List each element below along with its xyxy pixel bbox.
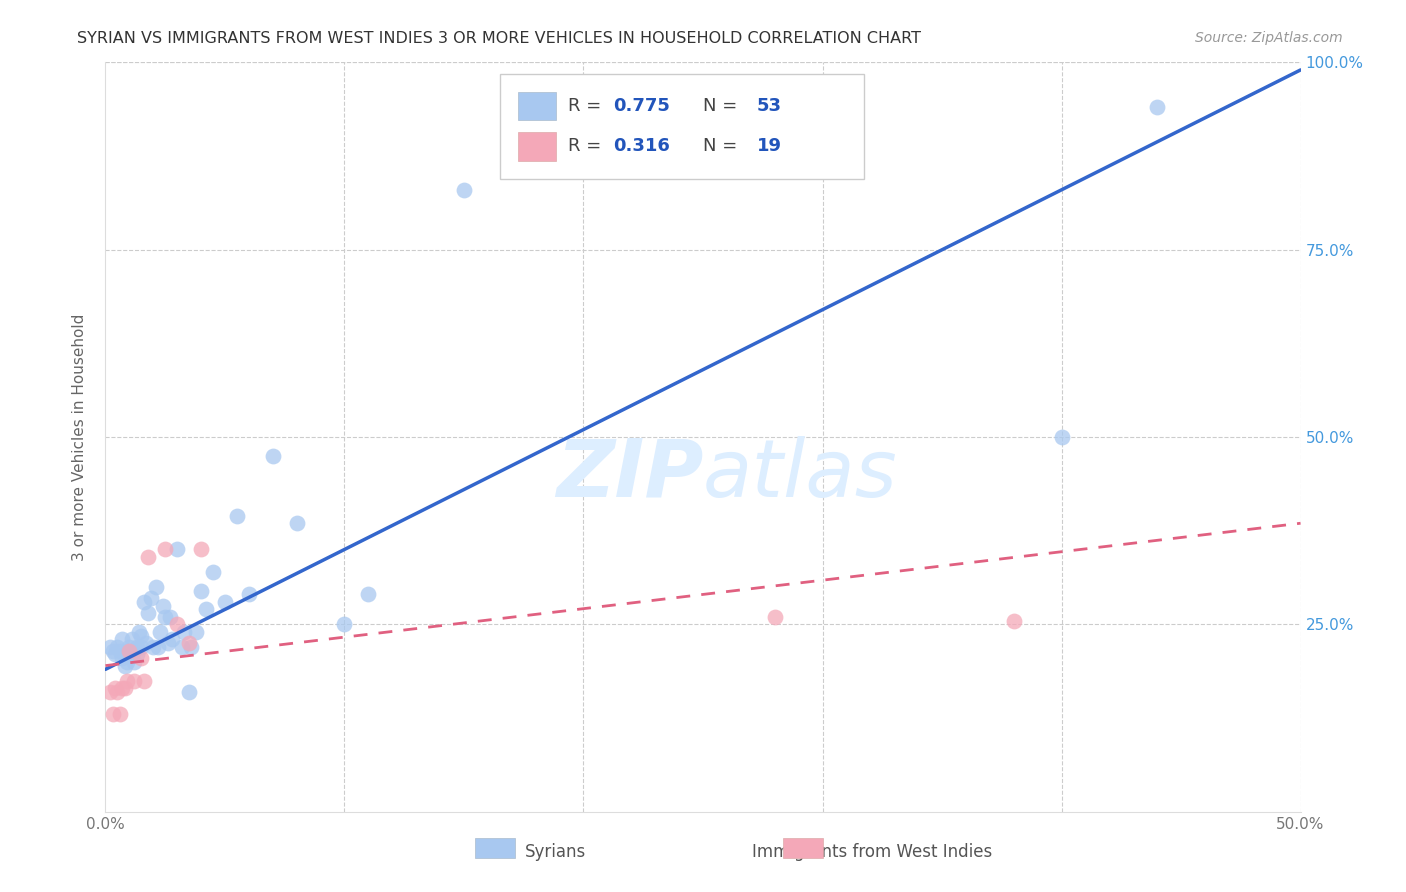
- Text: R =: R =: [568, 97, 607, 115]
- Point: [118, 640, 141, 654]
- Point: [125, 648, 148, 662]
- Point: [225, 508, 249, 523]
- Point: [333, 617, 356, 632]
- Point: [166, 542, 188, 557]
- Point: [108, 643, 131, 657]
- Text: 0.775: 0.775: [613, 97, 671, 115]
- Point: [194, 602, 217, 616]
- Point: [177, 636, 201, 650]
- Point: [107, 685, 129, 699]
- Point: [129, 651, 153, 665]
- Point: [170, 640, 193, 654]
- Point: [115, 655, 138, 669]
- Point: [132, 673, 155, 688]
- Point: [763, 610, 786, 624]
- Text: Syrians: Syrians: [524, 843, 586, 861]
- FancyBboxPatch shape: [475, 838, 515, 858]
- Point: [107, 640, 129, 654]
- Point: [98, 640, 121, 654]
- Point: [186, 624, 208, 639]
- Point: [173, 624, 195, 639]
- Point: [122, 673, 145, 688]
- Text: Immigrants from West Indies: Immigrants from West Indies: [752, 843, 991, 861]
- Point: [139, 591, 162, 606]
- Text: atlas: atlas: [703, 435, 898, 514]
- Point: [138, 549, 160, 564]
- Text: N =: N =: [703, 97, 737, 115]
- Point: [132, 595, 155, 609]
- Point: [142, 640, 165, 654]
- Point: [114, 648, 136, 662]
- Point: [214, 595, 236, 609]
- Point: [149, 624, 172, 639]
- Point: [111, 681, 134, 695]
- FancyBboxPatch shape: [783, 838, 823, 858]
- Point: [129, 640, 153, 654]
- Point: [115, 643, 138, 657]
- Point: [101, 643, 124, 657]
- Text: N =: N =: [703, 137, 737, 155]
- Point: [138, 606, 160, 620]
- Text: ZIP: ZIP: [555, 435, 703, 514]
- Point: [114, 681, 136, 695]
- Point: [129, 629, 153, 643]
- Point: [128, 624, 150, 639]
- Point: [190, 542, 212, 557]
- Point: [1002, 614, 1025, 628]
- Point: [153, 542, 177, 557]
- Point: [121, 632, 143, 647]
- Point: [166, 617, 188, 632]
- Text: SYRIAN VS IMMIGRANTS FROM WEST INDIES 3 OR MORE VEHICLES IN HOUSEHOLD CORRELATIO: SYRIAN VS IMMIGRANTS FROM WEST INDIES 3 …: [77, 31, 921, 46]
- FancyBboxPatch shape: [517, 92, 555, 120]
- Point: [1146, 100, 1168, 114]
- Point: [111, 651, 134, 665]
- Point: [156, 636, 179, 650]
- Point: [177, 685, 201, 699]
- Point: [101, 707, 124, 722]
- Text: 53: 53: [756, 97, 782, 115]
- Point: [104, 681, 127, 695]
- Point: [285, 516, 308, 531]
- Point: [122, 643, 145, 657]
- Point: [135, 636, 157, 650]
- Point: [202, 565, 225, 579]
- Point: [146, 640, 169, 654]
- Point: [118, 643, 141, 657]
- Point: [111, 632, 134, 647]
- Point: [108, 707, 131, 722]
- Point: [238, 587, 260, 601]
- Text: 19: 19: [756, 137, 782, 155]
- Point: [190, 583, 212, 598]
- Point: [122, 655, 145, 669]
- Point: [180, 640, 202, 654]
- Point: [98, 685, 121, 699]
- Point: [262, 449, 284, 463]
- Point: [453, 183, 475, 197]
- FancyBboxPatch shape: [517, 132, 555, 161]
- Point: [1050, 430, 1073, 444]
- Point: [153, 610, 177, 624]
- Point: [118, 643, 141, 657]
- Text: Source: ZipAtlas.com: Source: ZipAtlas.com: [1195, 31, 1343, 45]
- Point: [357, 587, 380, 601]
- Point: [104, 648, 127, 662]
- Point: [152, 599, 174, 613]
- Point: [145, 580, 167, 594]
- FancyBboxPatch shape: [501, 74, 865, 178]
- Text: 0.316: 0.316: [613, 137, 671, 155]
- Text: R =: R =: [568, 137, 607, 155]
- Point: [114, 658, 136, 673]
- Point: [162, 632, 184, 647]
- Point: [159, 610, 181, 624]
- Point: [115, 673, 138, 688]
- Point: [125, 640, 148, 654]
- Y-axis label: 3 or more Vehicles in Household: 3 or more Vehicles in Household: [72, 313, 87, 561]
